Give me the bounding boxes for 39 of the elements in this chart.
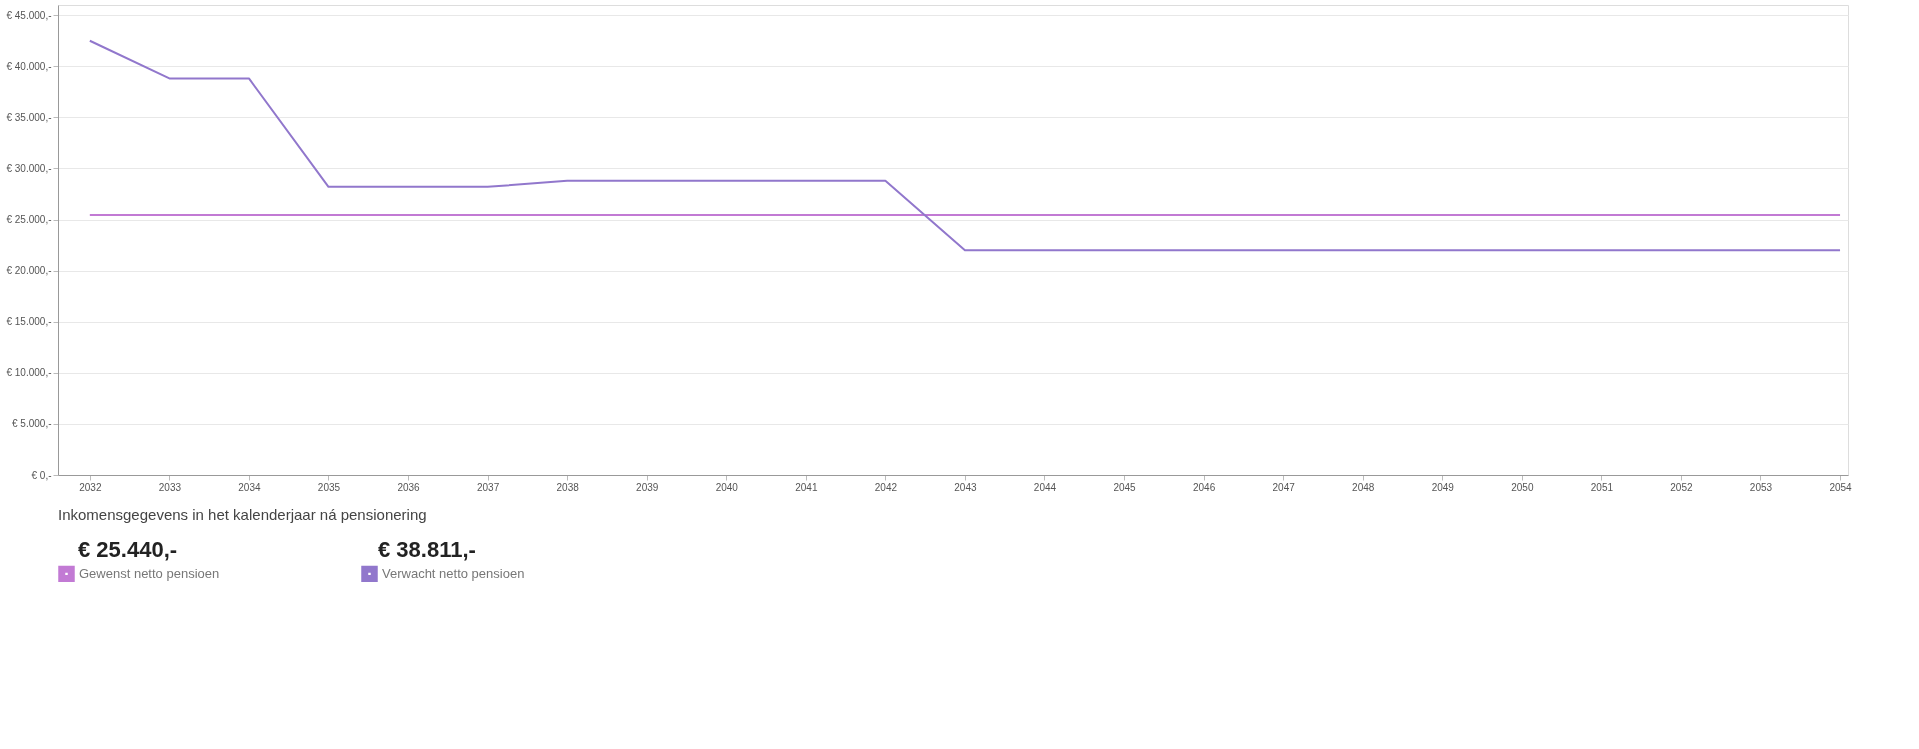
y-tick-label: € 40.000,- bbox=[6, 60, 52, 72]
y-tick-label: € 5.000,- bbox=[12, 418, 52, 430]
x-tick-label: 2053 bbox=[1749, 481, 1773, 493]
y-tick-label: € 20.000,- bbox=[6, 265, 52, 277]
y-tick-label: € 10.000,- bbox=[6, 367, 52, 379]
x-tick-label: 2052 bbox=[1670, 481, 1693, 493]
text: Inkomensgegevens in het kalenderjaar ná pensionering bbox=[58, 506, 427, 523]
x-tick-label: 2039 bbox=[636, 481, 659, 493]
x-tick-label: 2033 bbox=[158, 481, 182, 493]
x-tick-label: 2044 bbox=[1033, 481, 1057, 493]
legend-label: Verwacht netto pensioen bbox=[382, 565, 525, 581]
x-tick-label: 2040 bbox=[715, 481, 739, 493]
x-tick-label: 2035 bbox=[317, 481, 341, 493]
x-tick-label: 2043 bbox=[954, 481, 977, 493]
x-tick-label: 2051 bbox=[1590, 481, 1614, 493]
x-tick-label: 2046 bbox=[1192, 481, 1216, 493]
x-tick-label: 2036 bbox=[397, 481, 421, 493]
x-tick-label: 2037 bbox=[476, 481, 500, 493]
x-tick-label: 2049 bbox=[1431, 481, 1455, 493]
line-series bbox=[88, 39, 1842, 252]
x-tick-label: 2054 bbox=[1829, 481, 1853, 493]
y-tick-label: € 45.000,- bbox=[6, 9, 52, 21]
x-tick-label: 2032 bbox=[79, 481, 102, 493]
y-tick-label: € 35.000,- bbox=[6, 111, 52, 123]
x-tick-label: 2045 bbox=[1113, 481, 1137, 493]
y-tick-label: € 0,- bbox=[31, 469, 52, 481]
y-tick-label: € 30.000,- bbox=[6, 162, 52, 174]
x-tick-label: 2042 bbox=[874, 481, 898, 493]
x-tick-label: 2038 bbox=[556, 481, 580, 493]
x-tick-label: 2034 bbox=[238, 481, 261, 493]
x-tick-label: 2041 bbox=[795, 481, 818, 493]
y-tick-label: € 25.000,- bbox=[6, 214, 52, 226]
legend-label: Gewenst netto pensioen bbox=[79, 565, 220, 581]
x-tick-label: 2047 bbox=[1272, 481, 1296, 493]
text: € 25.440,- bbox=[78, 537, 178, 562]
text: € 38.811,- bbox=[378, 537, 476, 562]
x-tick-label: 2048 bbox=[1352, 481, 1375, 493]
y-tick-label: € 15.000,- bbox=[6, 316, 52, 328]
x-tick-label: 2050 bbox=[1511, 481, 1534, 493]
